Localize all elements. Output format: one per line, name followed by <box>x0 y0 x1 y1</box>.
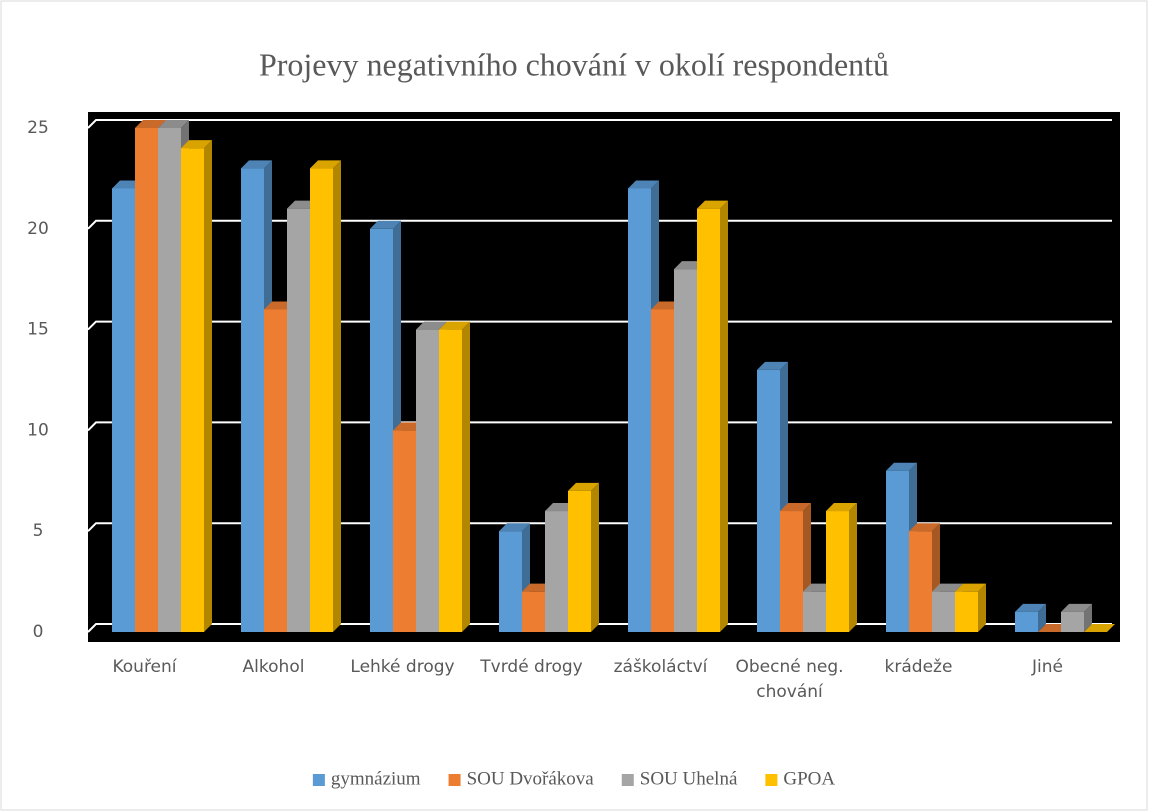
legend-swatch <box>312 774 325 786</box>
bar-top <box>310 160 341 169</box>
bar <box>886 470 909 632</box>
bar <box>287 208 310 632</box>
grid-line <box>87 119 1112 129</box>
bar <box>264 309 287 632</box>
bar <box>628 188 651 633</box>
bar-top <box>628 180 659 189</box>
bar <box>651 309 674 632</box>
bar-top <box>499 523 530 532</box>
bar <box>1015 611 1038 632</box>
bar-top <box>932 583 963 592</box>
bar-top <box>1084 624 1115 632</box>
bar <box>158 128 181 632</box>
bar-top <box>780 503 811 512</box>
bar <box>697 208 720 632</box>
bar <box>393 430 416 632</box>
bar <box>932 591 955 632</box>
bar <box>757 369 780 632</box>
y-tick-label: 20 <box>27 219 49 239</box>
bar <box>545 511 568 632</box>
bar-side <box>591 482 599 632</box>
bar <box>1061 611 1084 632</box>
legend-swatch <box>765 774 778 786</box>
y-tick-label: 15 <box>27 320 49 340</box>
bar-top <box>886 462 917 471</box>
grid-line <box>87 320 1112 331</box>
bar <box>674 269 697 632</box>
bar <box>499 531 522 632</box>
bar <box>955 591 978 632</box>
bar-top <box>135 120 166 128</box>
bar-top <box>909 523 940 532</box>
bar <box>568 490 591 632</box>
bar <box>181 148 204 632</box>
bar-top <box>1061 603 1092 612</box>
x-tick-label: Tvrdé drogy <box>480 657 583 677</box>
bar <box>909 531 932 632</box>
bar <box>826 511 849 632</box>
bar-top <box>955 583 986 592</box>
x-tick-label: Kouření <box>112 657 177 677</box>
bar-top <box>439 321 470 330</box>
legend-swatch <box>621 774 634 786</box>
bar-side <box>333 160 341 632</box>
y-tick-label: 10 <box>27 420 49 440</box>
legend-label: gymnázium <box>331 768 421 789</box>
bar <box>803 591 826 632</box>
bar-top <box>1015 603 1046 612</box>
bar-top <box>568 482 599 491</box>
y-tick-label: 0 <box>33 622 44 642</box>
bar <box>416 329 439 632</box>
grid-line <box>87 219 1112 230</box>
x-tick-label: Lehké drogy <box>350 657 455 677</box>
bar-side <box>1084 603 1092 632</box>
bar-top <box>181 140 212 149</box>
legend-label: GPOA <box>783 768 835 789</box>
bar <box>780 511 803 632</box>
x-tick-label: záškoláctví <box>613 657 708 677</box>
bar-top <box>370 220 401 229</box>
bar-side <box>720 200 728 632</box>
bar <box>310 168 333 632</box>
legend-label: SOU Dvořákova <box>467 768 595 789</box>
bar <box>135 128 158 632</box>
bar <box>241 168 264 632</box>
y-tick-label: 5 <box>33 521 44 541</box>
bar-side <box>1038 603 1046 632</box>
bar-side <box>978 583 986 632</box>
bar-top <box>757 361 788 370</box>
bar-top <box>241 160 272 169</box>
bar <box>370 228 393 633</box>
legend-swatch <box>448 774 461 786</box>
bar <box>112 188 135 633</box>
bar-side <box>462 321 470 632</box>
bar <box>522 591 545 632</box>
legend-label: SOU Uhelná <box>640 768 738 789</box>
bar-top <box>697 200 728 209</box>
x-tick-label: Alkohol <box>242 657 305 677</box>
x-tick-label: Jiné <box>1032 657 1063 677</box>
bar-top <box>826 503 857 512</box>
x-tick-label: Obecné neg. chování <box>735 657 844 702</box>
bar-side <box>849 503 857 632</box>
bar <box>439 329 462 632</box>
bar-top <box>416 321 447 330</box>
y-tick-label: 25 <box>27 118 49 138</box>
bar-top <box>158 120 189 128</box>
x-tick-label: krádeže <box>884 657 953 677</box>
bar-side <box>204 140 212 632</box>
chart-title: Projevy negativního chování v okolí resp… <box>259 46 889 82</box>
